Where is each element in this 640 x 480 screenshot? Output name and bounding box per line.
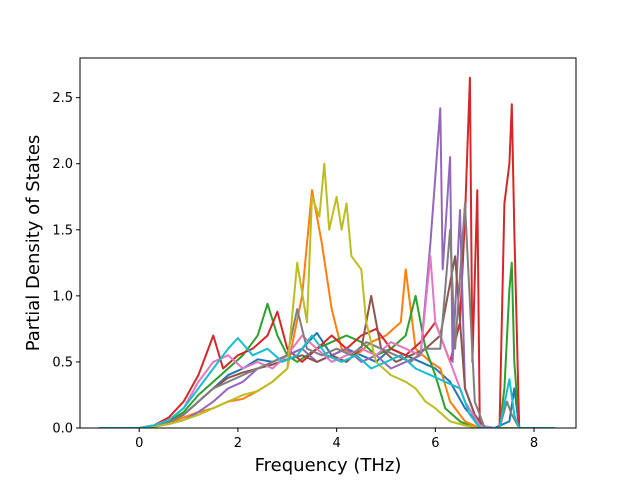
series-line-4 bbox=[98, 76, 555, 428]
plot-frame bbox=[79, 57, 577, 429]
y-tick-label: 1.5 bbox=[52, 223, 73, 238]
x-tick-label: 2 bbox=[234, 436, 242, 451]
y-tick-label: 0.0 bbox=[52, 422, 73, 437]
y-axis: 0.0 0.5 1.0 1.5 2.0 2.5 bbox=[52, 91, 80, 437]
x-axis-title: Frequency (THz) bbox=[255, 455, 402, 476]
series-group bbox=[98, 76, 555, 428]
series-line-9 bbox=[98, 162, 555, 428]
y-tick-label: 2.0 bbox=[52, 157, 73, 172]
y-axis-title: Partial Density of States bbox=[23, 135, 44, 352]
series-line-7 bbox=[98, 255, 555, 428]
series-line-8 bbox=[98, 202, 555, 428]
plot-background bbox=[80, 58, 576, 428]
series-line-3 bbox=[98, 261, 555, 428]
series-line-10 bbox=[98, 334, 555, 428]
y-tick-label: 0.5 bbox=[52, 355, 73, 370]
y-tick-label: 2.5 bbox=[52, 91, 73, 106]
x-tick-label: 8 bbox=[530, 436, 538, 451]
x-tick-label: 4 bbox=[332, 436, 340, 451]
x-tick-label: 0 bbox=[135, 436, 143, 451]
x-tick-label: 6 bbox=[431, 436, 439, 451]
x-axis: 0 2 4 6 8 bbox=[135, 428, 538, 451]
y-tick-label: 1.0 bbox=[52, 289, 73, 304]
